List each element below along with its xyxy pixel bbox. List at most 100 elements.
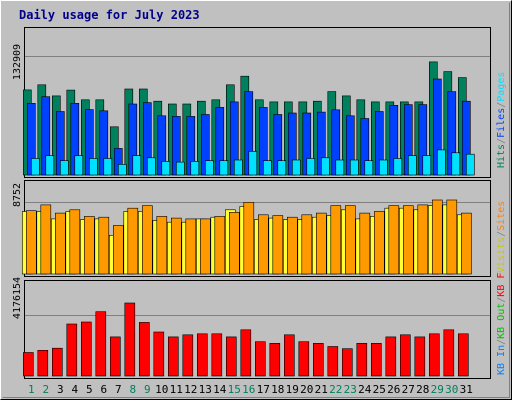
legend-entry: Files xyxy=(496,108,507,138)
top-pages-bar xyxy=(45,155,55,176)
middle-sites-bar xyxy=(40,204,52,275)
legend-entry: KB Out xyxy=(496,303,507,339)
bottom-kb-f-bar xyxy=(298,341,310,377)
x-tick-label: 5 xyxy=(86,383,93,396)
middle-sites-bar xyxy=(69,209,81,275)
top-pages-bar xyxy=(436,149,446,176)
x-tick-label: 9 xyxy=(144,383,151,396)
x-tick-label: 7 xyxy=(115,383,122,396)
bottom-kb-f-bar xyxy=(22,352,34,377)
x-tick-label: 21 xyxy=(315,383,328,396)
legend-entry: Sites xyxy=(496,201,507,231)
bottom-kb-f-bar xyxy=(139,322,150,377)
legend-entry: / xyxy=(496,102,507,108)
x-tick-label: 27 xyxy=(402,383,415,396)
top-panel-legend: Hits/Files/Pages xyxy=(496,72,507,168)
bottom-kb-f-bar xyxy=(197,333,208,377)
top-pages-bar xyxy=(277,160,287,176)
top-pages-bar xyxy=(234,159,243,176)
bottom-kb-f-bar xyxy=(66,323,78,377)
x-tick-label: 1 xyxy=(28,383,35,396)
top-pages-bar xyxy=(118,164,127,176)
legend-entry: / xyxy=(496,339,507,345)
middle-sites-bar xyxy=(127,207,139,275)
bottom-kb-f-bar xyxy=(312,342,324,377)
top-pages-bar xyxy=(349,159,359,176)
bottom-kb-f-bar xyxy=(81,321,92,377)
x-tick-label: 19 xyxy=(286,383,299,396)
top-pages-bar xyxy=(59,160,69,176)
bottom-kb-f-bar xyxy=(211,333,223,377)
middle-sites-bar xyxy=(54,212,66,275)
bottom-kb-f-bar xyxy=(414,336,426,377)
bottom-kb-f-bar xyxy=(370,342,382,377)
middle-sites-bar xyxy=(417,204,429,275)
bottom-kb-f-bar xyxy=(385,336,397,377)
middle-sites-bar xyxy=(286,216,298,275)
top-pages-bar xyxy=(74,155,84,176)
x-tick-label: 15 xyxy=(228,383,241,396)
middle-sites-bar xyxy=(156,216,168,275)
middle-sites-bar xyxy=(431,199,443,275)
top-pages-bar xyxy=(219,160,229,176)
legend-entry: Hits xyxy=(496,144,507,168)
bottom-kb-f-bar xyxy=(428,333,440,377)
middle-sites-bar xyxy=(25,210,37,275)
bottom-kb-f-bar xyxy=(168,336,179,377)
middle-sites-bar xyxy=(185,218,197,275)
middle-sites-bar xyxy=(171,217,182,275)
middle-panel-legend: Visits/Sites xyxy=(496,201,507,273)
middle-sites-bar xyxy=(301,214,313,275)
x-tick-label: 3 xyxy=(57,383,64,396)
top-pages-bar xyxy=(205,160,214,176)
top-pages-bar xyxy=(451,152,461,176)
x-tick-label: 12 xyxy=(184,383,197,396)
bottom-kb-f-bar xyxy=(283,334,295,377)
top-pages-bar xyxy=(378,159,388,176)
x-tick-label: 28 xyxy=(416,383,429,396)
top-pages-bar xyxy=(147,157,156,176)
x-tick-label: 4 xyxy=(71,383,78,396)
x-tick-label: 6 xyxy=(100,383,107,396)
bottom-kb-f-bar xyxy=(443,329,455,377)
chart-title: Daily usage for July 2023 xyxy=(19,8,200,22)
legend-entry: Pages xyxy=(496,72,507,102)
top-pages-bar xyxy=(465,153,475,176)
legend-entry: KB F xyxy=(496,273,507,297)
middle-sites-bar xyxy=(229,212,240,275)
bottom-kb-f-bar xyxy=(240,329,252,377)
top-pages-bar xyxy=(306,158,316,176)
middle-sites-bar xyxy=(98,216,110,275)
bottom-kb-f-bar xyxy=(153,331,165,377)
top-panel-ymax-label: 132909 xyxy=(12,44,23,80)
top-pages-bar xyxy=(30,158,40,176)
bottom-kb-f-bar xyxy=(37,349,49,377)
x-tick-label: 26 xyxy=(387,383,400,396)
bottom-kb-f-bar xyxy=(341,348,353,377)
bottom-kb-f-bar xyxy=(182,334,194,377)
bottom-kb-f-bar xyxy=(95,311,107,377)
x-tick-label: 29 xyxy=(431,383,444,396)
x-tick-label: 10 xyxy=(155,383,168,396)
middle-sites-bar xyxy=(402,205,414,275)
x-tick-label: 25 xyxy=(373,383,386,396)
top-pages-bar xyxy=(335,159,345,176)
top-pages-bar xyxy=(161,161,171,176)
x-tick-label: 22 xyxy=(329,383,342,396)
middle-sites-bar xyxy=(330,205,342,275)
bottom-kb-f-bar xyxy=(255,341,266,377)
bottom-kb-f-bar xyxy=(124,302,136,377)
x-tick-label: 13 xyxy=(199,383,212,396)
bottom-kb-f-bar xyxy=(399,334,411,377)
bottom-panel-ymax-label: 4176154 xyxy=(12,277,23,319)
middle-sites-bar xyxy=(344,205,356,275)
middle-sites-bar xyxy=(243,202,255,275)
x-tick-label: 20 xyxy=(300,383,313,396)
legend-entry: / xyxy=(496,138,507,144)
top-pages-bar xyxy=(103,158,113,176)
legend-entry: / xyxy=(496,231,507,237)
top-pages-bar xyxy=(320,157,330,176)
